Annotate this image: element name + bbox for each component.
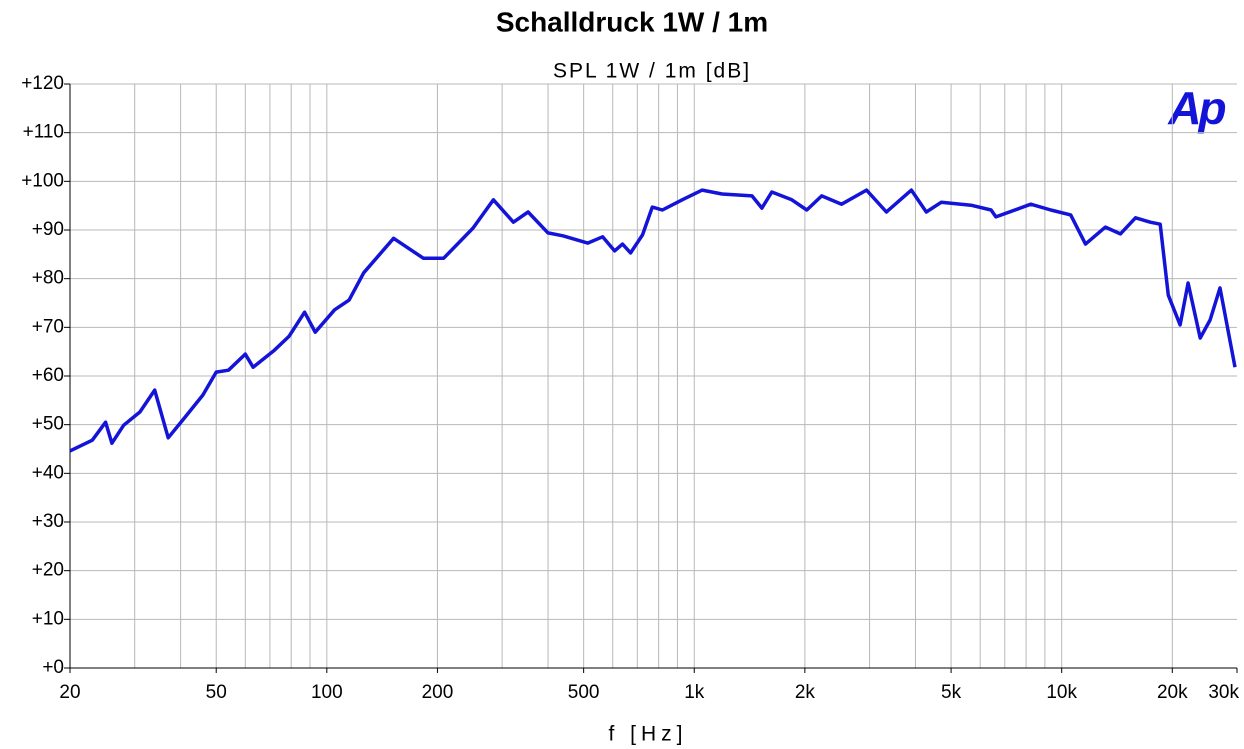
x-tick-label: 200 bbox=[422, 682, 454, 703]
chart-title: Schalldruck 1W / 1m bbox=[496, 6, 768, 37]
x-tick-label: 20k bbox=[1157, 682, 1188, 703]
x-tick-label: 30k bbox=[1208, 682, 1239, 703]
y-tick-label: +80 bbox=[32, 268, 64, 289]
x-tick-label: 10k bbox=[1046, 682, 1077, 703]
y-tick-label: +100 bbox=[21, 170, 64, 191]
x-tick-label: 100 bbox=[311, 682, 343, 703]
y-tick-label: +90 bbox=[32, 219, 64, 240]
x-tick-label: 1k bbox=[684, 682, 705, 703]
chart-subtitle: SPL 1W / 1m [dB] bbox=[553, 60, 751, 83]
y-tick-label: +0 bbox=[42, 657, 64, 678]
logo: Ap bbox=[1167, 82, 1225, 134]
y-tick-label: +10 bbox=[32, 608, 64, 629]
x-tick-label: 5k bbox=[941, 682, 962, 703]
y-tick-label: +30 bbox=[32, 511, 64, 532]
spl-curve bbox=[69, 188, 1237, 453]
y-tick-label: +40 bbox=[32, 462, 64, 483]
x-tick-label: 50 bbox=[206, 682, 227, 703]
y-tick-label: +110 bbox=[23, 122, 64, 143]
y-tick-label: +60 bbox=[32, 365, 64, 386]
y-tick-label: +20 bbox=[32, 560, 64, 581]
x-tick-label: 20 bbox=[59, 682, 80, 703]
x-tick-label: 500 bbox=[568, 682, 600, 703]
x-axis-label: f [Hz] bbox=[608, 723, 687, 746]
y-tick-label: +120 bbox=[21, 73, 64, 94]
x-tick-label: 2k bbox=[795, 682, 816, 703]
y-tick-label: +70 bbox=[32, 316, 64, 337]
y-tick-label: +50 bbox=[32, 414, 64, 435]
